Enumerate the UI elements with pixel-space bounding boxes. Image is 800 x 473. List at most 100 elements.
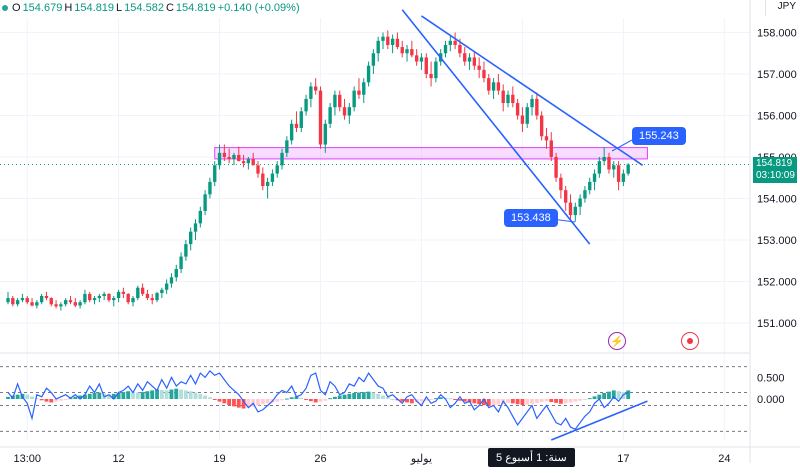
candle-body — [482, 69, 486, 79]
candle-body — [400, 47, 404, 54]
candle — [366, 61, 371, 87]
time-tick-label: 19 — [213, 453, 225, 465]
oscillator-tick-label: 0.000 — [757, 394, 785, 406]
candle-body — [323, 123, 327, 145]
candle — [208, 177, 212, 199]
histogram-bar — [419, 399, 424, 402]
candle-body — [463, 53, 467, 62]
candle-body — [83, 293, 87, 303]
candle — [299, 107, 303, 133]
candle-body — [174, 269, 178, 278]
candle-body — [285, 140, 289, 153]
histogram-bar — [337, 395, 342, 399]
histogram-bar — [453, 399, 458, 400]
histogram-bar — [558, 399, 563, 404]
candle-body — [280, 152, 284, 166]
candle — [568, 194, 573, 220]
oscillator-trendline[interactable] — [550, 400, 648, 441]
candle-body — [357, 90, 361, 95]
candle — [342, 98, 347, 120]
candle-body — [102, 293, 106, 296]
open-label: O — [12, 2, 21, 14]
candle-body — [92, 298, 97, 301]
currency-box[interactable] — [765, 0, 800, 16]
candle — [189, 227, 193, 251]
histogram-bar — [626, 390, 631, 399]
candle — [544, 127, 549, 149]
candle-body — [193, 223, 198, 232]
candle — [477, 57, 481, 79]
candle-body — [443, 44, 448, 54]
high-callout-leader — [611, 139, 633, 152]
histogram-bar — [539, 399, 544, 403]
price-tick-label: 154.000 — [757, 193, 797, 205]
candle — [140, 283, 145, 296]
change-value: +0.140 (+0.09%) — [217, 2, 300, 14]
candle-body — [467, 57, 472, 62]
candle — [251, 152, 255, 166]
candle-body — [328, 107, 332, 124]
candle — [35, 300, 39, 309]
histogram-bar — [58, 399, 63, 401]
candle — [515, 98, 520, 120]
histogram-bar — [208, 397, 212, 399]
histogram-bar — [462, 399, 467, 402]
low-callout[interactable]: 153.438 — [504, 209, 558, 227]
candle — [304, 94, 308, 116]
histogram-bar — [323, 399, 328, 401]
candle — [174, 264, 178, 282]
price-axis[interactable]: 151.000152.000153.000154.000155.000156.0… — [749, 0, 797, 463]
histogram-bar — [217, 399, 222, 402]
candle — [83, 289, 87, 305]
candle — [410, 40, 414, 58]
resistance-zone[interactable] — [214, 147, 648, 160]
histogram-bar — [83, 394, 87, 399]
high-callout[interactable]: 155.243 — [632, 127, 686, 145]
candle — [64, 298, 68, 307]
candle-body — [501, 90, 505, 104]
histogram-bar — [458, 399, 462, 401]
histogram-bar — [583, 399, 587, 400]
histogram-bar — [544, 399, 549, 402]
candle — [352, 86, 356, 112]
candle-body — [20, 298, 25, 301]
histogram-bar — [342, 394, 347, 399]
candle — [217, 144, 222, 170]
candle — [59, 302, 63, 311]
histogram-bar — [390, 399, 395, 400]
candle-body — [583, 190, 587, 199]
candle-body — [530, 98, 534, 108]
histogram-bar — [275, 399, 280, 402]
candle-body — [592, 173, 597, 182]
histogram-bar — [592, 396, 597, 399]
candle-body — [256, 165, 260, 174]
candle — [347, 103, 352, 124]
candle-body — [314, 86, 318, 91]
candle-body — [54, 304, 58, 307]
candle — [136, 285, 140, 301]
histogram-bar — [530, 399, 534, 404]
high-value: 154.819 — [74, 2, 115, 14]
histogram-bar — [438, 397, 443, 399]
candle-body — [213, 165, 217, 182]
candle-body — [453, 40, 457, 45]
time-tick-label: 24 — [718, 453, 730, 465]
candle-body — [121, 291, 126, 294]
candle — [323, 119, 327, 153]
candle — [88, 291, 92, 303]
lower-trendline[interactable] — [401, 9, 591, 245]
histogram-bar — [347, 393, 352, 399]
histogram-bar — [318, 399, 323, 402]
flash-icon[interactable]: ⚡ — [608, 332, 626, 350]
candle-body — [554, 156, 558, 178]
record-icon[interactable] — [681, 332, 699, 350]
candle — [616, 161, 621, 191]
upper-trendline[interactable] — [421, 15, 644, 166]
candle-body — [626, 164, 630, 174]
candle-body — [419, 57, 424, 62]
candle-body — [112, 298, 116, 301]
histogram-bar — [198, 393, 203, 399]
time-axis[interactable]: 13:00 12 19 26 يوليو 17 24 — [0, 446, 800, 465]
candle-body — [535, 98, 539, 116]
